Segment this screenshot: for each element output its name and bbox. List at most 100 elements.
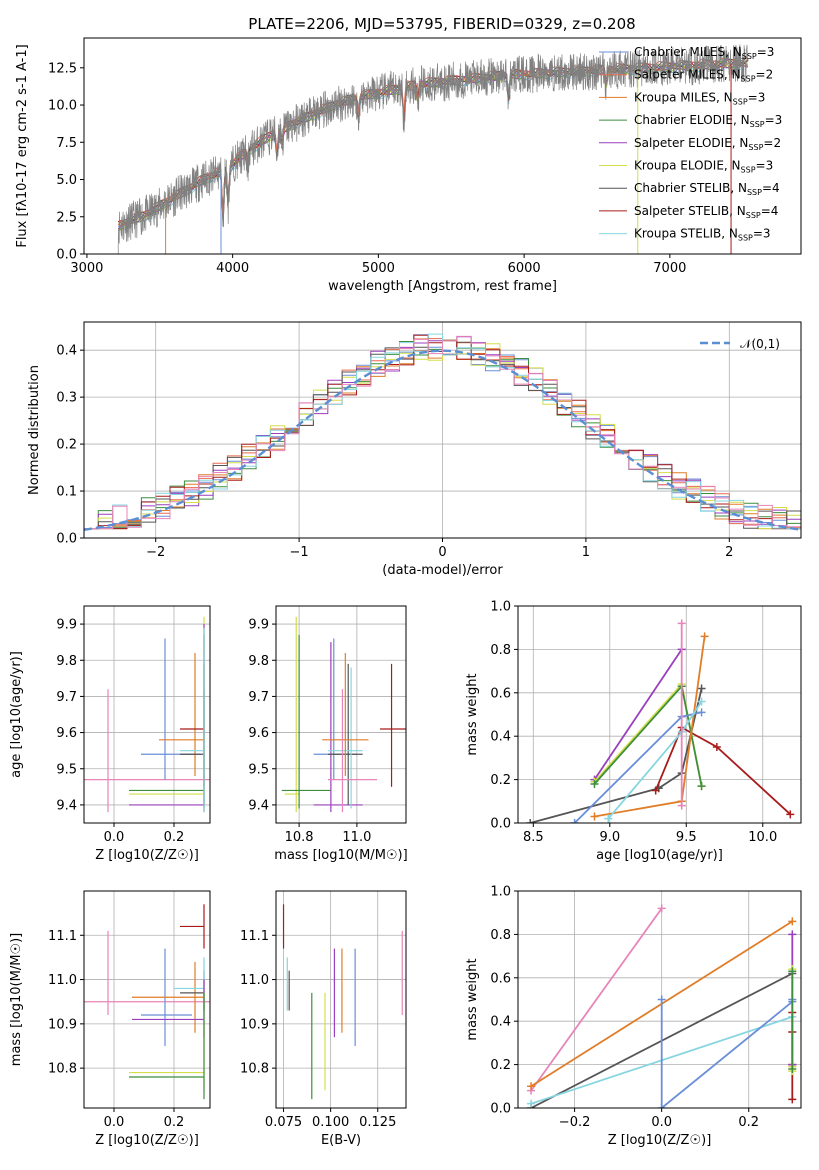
mass_weight_vs_age-marker-kroupa_stelib-2 [697,697,706,706]
mass_weight_vs_Z-ytick-label-5: 1.0 [490,885,511,900]
mass_weight_vs_age-series-salpeter_stelib [654,726,791,815]
mass_vs_Z-panel: 0.0 0.2 10.8 10.9 11.0 11.1 Z [log10(Z/Z☉)] mas… [9,890,211,1148]
legend-label-3: Chabrier ELODIE, NSSP=3 [634,113,782,129]
mass_weight_vs_Z-ytick-label-4: 0.8 [490,928,511,943]
mass_weight_vs_age-xtick-label-1: 9.0 [599,830,620,845]
residuals-legend-label: 𝒩(0,1) [740,337,780,351]
age_vs_mass-ytick-label-3: 9.7 [248,690,269,705]
mass_weight_vs_Z-ytick-label-2: 0.4 [490,1015,511,1030]
residuals-panel: −2 −1 0 1 2 0.0 0.1 0.2 0.3 0.4 (data-model)/error… [27,321,802,578]
age_vs_mass-ytick-label-1: 9.5 [248,762,269,777]
age_vs_mass-ytick-label-4: 9.8 [248,654,269,669]
mass_vs_Z-ylabel: mass [log10(M/M☉)] [9,933,24,1066]
spectrum-xtick-label-4: 7000 [653,261,686,276]
residuals-ytick-label-1: 0.1 [56,485,77,500]
age_vs_Z-frame [83,605,211,824]
mass_weight_vs_age-xtick-label-2: 9.5 [676,830,697,845]
mass_weight_vs_age-ytick-label-0: 0.0 [490,817,511,832]
spectrum-xtick-label-0: 3000 [70,261,103,276]
spectrum-xtick-label-2: 5000 [362,261,395,276]
mass_weight_vs_age-marker-kroupa_miles-2 [700,632,709,641]
residuals-legend: 𝒩(0,1) [700,337,780,351]
mass_weight_vs_age-marker-chabrier_miles-0 [570,819,579,823]
mass_weight_vs_age-marker-chabrier_elodie-0 [590,779,599,788]
spectrum-panel: 3000 4000 5000 6000 7000 0.0 2.5 5.0 7.5 10.0 12.5… [15,37,802,294]
mass_weight_vs_age-marker-kroupa_stelib-0 [604,814,613,823]
mass_vs_Z-ytick-label-3: 11.1 [48,929,77,944]
mass_vs_ebv-xtick-label-2: 0.125 [359,1115,396,1130]
age_vs_Z-ytick-label-4: 9.8 [56,654,77,669]
mass_weight_vs_age-xtick-label-0: 8.5 [523,830,544,845]
mass_weight_vs_age-series-kroupa_miles [594,636,706,818]
mass_vs_ebv-panel: 0.075 0.100 0.125 10.8 10.9 11.0 11.1 E(B-V) [240,890,407,1148]
mass_weight_vs_age-ytick-label-2: 0.4 [490,730,511,745]
mass_weight_vs_age-ytick-label-3: 0.6 [490,686,511,701]
mass_weight_vs_age-frame [517,605,802,824]
mass_weight_vs_age-series-salpeter_elodie [593,648,683,781]
age_vs_Z-xtick-label-0: 0.0 [104,830,125,845]
mass_vs_Z-xtick-label-1: 0.2 [164,1115,185,1130]
mass_weight_vs_Z-xtick-label-0: −0.2 [559,1115,591,1130]
mass_weight_vs_Z-marker-salpeter_stelib-0 [788,1095,797,1104]
mass_vs_ebv-ytick-label-1: 10.9 [240,1017,269,1032]
residuals-ylabel: Normed distribution [27,365,42,495]
residuals-frame [83,321,802,539]
mass_weight_vs_Z-marker-chabrier_elodie-0 [788,1064,797,1073]
legend-label-7: Salpeter STELIB, NSSP=4 [634,204,778,220]
mass_vs_ebv-frame [275,890,407,1109]
mass_weight_vs_age-marker-chabrier_miles-2 [697,708,706,717]
mass_weight_vs_Z-panel: −0.2 0.0 0.2 0.0 0.2 0.4 0.6 0.8 1.0 Z [log10(Z/Z… [465,885,802,1148]
residuals-ytick-label-0: 0.0 [56,532,77,547]
residuals-ytick-label-2: 0.2 [56,438,77,453]
legend-label-0: Chabrier MILES, NSSP=3 [634,45,774,61]
age_vs_mass-xlabel: mass [log10(M/M☉)] [274,848,407,863]
mass_weight_vs_age-ytick-label-1: 0.2 [490,773,511,788]
mass_weight_vs_Z-ylabel: mass weight [465,958,480,1040]
age_vs_mass-xtick-label-0: 10.8 [285,830,314,845]
mass_weight_vs_age-marker-chabrier_stelib-0 [526,819,535,823]
age_vs_Z-xtick-label-1: 0.2 [164,830,185,845]
spectrum-data-line [117,44,749,254]
age_vs_Z-ytick-label-1: 9.5 [56,762,77,777]
legend-label-8: Kroupa STELIB, NSSP=3 [634,227,771,243]
residuals-xtick-label-1: −1 [290,545,309,560]
spectrum-frame [83,37,802,255]
mass_vs_Z-ytick-label-1: 10.9 [48,1017,77,1032]
mass_weight_vs_age-marker-pink-0 [677,801,686,810]
age_vs_Z-ytick-label-0: 9.4 [56,798,77,813]
mass_weight_vs_Z-marker-chabrier_miles-1 [657,1104,666,1108]
mass_weight_vs_age-marker-pink-1 [677,619,686,628]
mass_vs_Z-frame [83,890,211,1109]
panels: 3000 4000 5000 6000 70000.02.55.07.510.012.5… [9,37,802,1148]
residuals-xtick-label-3: 1 [582,545,590,560]
mass_weight_vs_age-marker-salpeter_stelib-3 [786,810,795,819]
mass_weight_vs_age-ylabel: mass weight [465,673,480,755]
mass_vs_Z-xtick-label-0: 0.0 [104,1115,125,1130]
residuals-ytick-label-3: 0.3 [56,391,77,406]
mass_weight_vs_age-marker-salpeter_stelib-0 [651,786,660,795]
mass_weight_vs_age-marker-salpeter_stelib-2 [712,743,721,752]
mass_weight_vs_age-marker-chabrier_elodie-2 [697,782,706,791]
age_vs_mass-xtick-label-1: 11.0 [342,830,371,845]
residuals-xtick-label-4: 2 [725,545,733,560]
mass_vs_ebv-xtick-label-1: 0.100 [312,1115,349,1130]
residuals-gaussian [84,349,801,531]
residuals-xlabel: (data-model)/error [382,563,503,578]
mass_vs_ebv-xtick-label-0: 0.075 [265,1115,302,1130]
residuals-hist-pink [84,335,801,530]
spectrum-ytick-label-5: 12.5 [48,61,77,76]
mass_weight_vs_age-panel: 8.5 9.0 9.5 10.0 0.0 0.2 0.4 0.6 0.8 1.0 age [log1… [465,600,802,863]
mass_weight_vs_Z-marker-kroupa_miles-1 [788,917,797,926]
mass_vs_ebv-xlabel: E(B-V) [321,1133,361,1148]
spectrum-ytick-label-4: 10.0 [48,99,77,114]
age_vs_Z-xlabel: Z [log10(Z/Z☉)] [95,848,199,863]
mass_weight_vs_Z-marker-chabrier_miles-0 [657,995,666,1004]
legend-label-2: Kroupa MILES, NSSP=3 [634,90,765,106]
legend-label-6: Chabrier STELIB, NSSP=4 [634,181,780,197]
spectrum-ytick-label-1: 2.5 [56,210,77,225]
mass_weight_vs_Z-ytick-label-1: 0.2 [490,1058,511,1073]
mass_vs_Z-ytick-label-0: 10.8 [48,1062,77,1077]
age_vs_mass-ytick-label-2: 9.6 [248,726,269,741]
mass_weight_vs_Z-marker-chabrier_elodie-1 [788,967,797,976]
